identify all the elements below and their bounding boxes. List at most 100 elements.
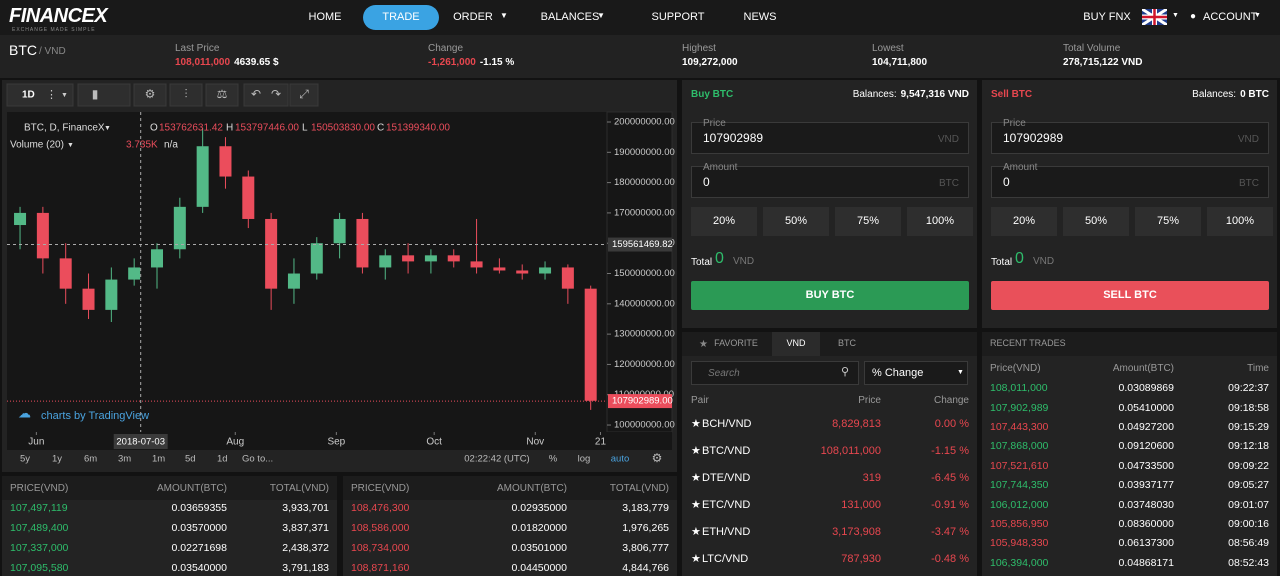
- balance-value: 9,547,316 VND: [900, 88, 969, 100]
- market-panel: ★ FAVORITE VND BTC Search ⚲ % Change ▼ Pair Price…: [682, 332, 977, 576]
- pair[interactable]: DTE/VND: [702, 471, 751, 484]
- input-box[interactable]: [991, 166, 1269, 198]
- percent-btn[interactable]: [907, 207, 973, 236]
- input-unit: VND: [1237, 133, 1259, 145]
- y-tick-label: 170000000.00: [614, 207, 675, 218]
- menu-icon: ⋮: [46, 89, 57, 101]
- balance-label: Balances:: [1192, 88, 1237, 100]
- percent-btn[interactable]: [991, 207, 1057, 236]
- percent-btn[interactable]: [763, 207, 829, 236]
- price: 319: [862, 471, 881, 484]
- pair[interactable]: BCH/VND: [702, 417, 752, 430]
- interval[interactable]: 1D: [22, 90, 35, 101]
- toolbar-btn[interactable]: [205, 83, 239, 107]
- fav-star: ★: [691, 471, 701, 484]
- pair[interactable]: LTC/VND: [702, 552, 749, 565]
- range-btn[interactable]: Go to...: [242, 454, 273, 465]
- ohlc-key: L: [302, 123, 308, 134]
- toolbar-icon: ⚙: [145, 87, 156, 101]
- y-tick-label: 150000000.00: [614, 268, 675, 279]
- stat-label: Total Volume: [1063, 42, 1121, 54]
- range-btn[interactable]: 1d: [217, 454, 228, 465]
- submit-label: BUY BTC: [805, 288, 855, 301]
- y-tick-label: 200000000.00: [614, 117, 675, 128]
- trade-time: 08:52:43: [1228, 556, 1269, 569]
- balance-value: 0 BTC: [1240, 88, 1269, 100]
- toolbar-btn[interactable]: [133, 83, 167, 107]
- search-box[interactable]: [691, 361, 859, 385]
- price: 8,829,813: [832, 417, 881, 430]
- percent-btn[interactable]: [835, 207, 901, 236]
- percent-label: 20%: [1012, 214, 1036, 227]
- tab[interactable]: FAVORITE: [714, 338, 758, 349]
- buy-fnx[interactable]: BUY FNX: [1083, 10, 1131, 23]
- nav-item[interactable]: NEWS: [743, 10, 777, 23]
- percent-label: 75%: [1156, 214, 1180, 227]
- fav-star: ★: [691, 552, 701, 565]
- range-btn[interactable]: 5y: [20, 454, 30, 465]
- candle-body: [151, 249, 163, 268]
- percent-btn[interactable]: [691, 207, 757, 236]
- book-amount: 0.02935000: [511, 502, 567, 515]
- nav-item[interactable]: SUPPORT: [651, 10, 705, 23]
- percent-btn[interactable]: [1063, 207, 1129, 236]
- candle-body: [402, 255, 415, 262]
- range-btn[interactable]: 3m: [118, 454, 131, 465]
- nav-item[interactable]: ORDER: [453, 10, 493, 23]
- trade-price: 107,868,000: [990, 440, 1049, 453]
- y-tick-label: 180000000.00: [614, 177, 675, 188]
- range-btn[interactable]: 1m: [152, 454, 165, 465]
- toolbar-btn[interactable]: [77, 83, 131, 107]
- book-amount: 0.03659355: [171, 502, 227, 515]
- chart-option[interactable]: log: [578, 454, 591, 465]
- toolbar-btn[interactable]: [169, 83, 203, 107]
- toolbar-btn[interactable]: [243, 83, 289, 107]
- book-price: 108,476,300: [351, 502, 410, 515]
- sort-select[interactable]: [864, 361, 968, 385]
- symbol: BTC, D, FinanceX: [24, 123, 105, 134]
- total-value: 0: [1015, 249, 1024, 267]
- trade-time: 09:01:07: [1228, 498, 1269, 511]
- pair[interactable]: ETC/VND: [702, 498, 751, 511]
- percent-btn[interactable]: [1207, 207, 1273, 236]
- input-box[interactable]: [991, 122, 1269, 154]
- input-label: Price: [1003, 117, 1026, 129]
- column-header: TOTAL(VND): [609, 482, 669, 494]
- percent-btn[interactable]: [1135, 207, 1201, 236]
- ohlc-key: H: [226, 123, 233, 134]
- book-price: 108,734,000: [351, 542, 410, 555]
- chart-option[interactable]: auto: [611, 454, 630, 465]
- account-icon: ●: [1190, 10, 1197, 22]
- range-btn[interactable]: 1y: [52, 454, 62, 465]
- candle-body: [561, 267, 574, 289]
- tab[interactable]: VND: [786, 338, 806, 349]
- nav-item[interactable]: TRADE: [382, 10, 420, 23]
- book-price: 107,095,580: [10, 562, 69, 575]
- pair[interactable]: BTC/VND: [702, 444, 751, 457]
- range-btn[interactable]: 6m: [84, 454, 97, 465]
- crosshair-x-label: 2018-07-03: [116, 437, 165, 448]
- last-price-label: 107902989.00: [612, 396, 673, 407]
- crosshair-y-label: 159561469.82: [612, 239, 673, 250]
- percent-label: 100%: [1225, 214, 1255, 227]
- price: 3,173,908: [832, 525, 881, 538]
- submit-btn[interactable]: [691, 281, 969, 310]
- submit-btn[interactable]: [991, 281, 1269, 310]
- toolbar-btn[interactable]: [289, 83, 319, 107]
- ohlc-value: 150503830.00: [311, 123, 375, 134]
- balance: Balances: 0 BTC: [969, 88, 1269, 101]
- tab[interactable]: BTC: [838, 338, 856, 349]
- change: -1.15 %: [931, 444, 969, 457]
- nav-item[interactable]: BALANCES: [540, 10, 600, 23]
- input-box[interactable]: [691, 166, 969, 198]
- input-box[interactable]: [691, 122, 969, 154]
- book-price: 107,337,000: [10, 542, 69, 555]
- nav-item[interactable]: HOME: [308, 10, 342, 23]
- stat-number: 278,715,122 VND: [1063, 56, 1143, 68]
- trade-amount: 0.03089869: [1118, 382, 1174, 395]
- account[interactable]: ACCOUNT: [1203, 10, 1258, 23]
- buy-panel: Buy BTC Balances: 9,547,316 VND Price 107902…: [682, 80, 977, 328]
- range-btn[interactable]: 5d: [185, 454, 196, 465]
- pair[interactable]: ETH/VND: [702, 525, 751, 538]
- chart-option[interactable]: %: [549, 454, 558, 465]
